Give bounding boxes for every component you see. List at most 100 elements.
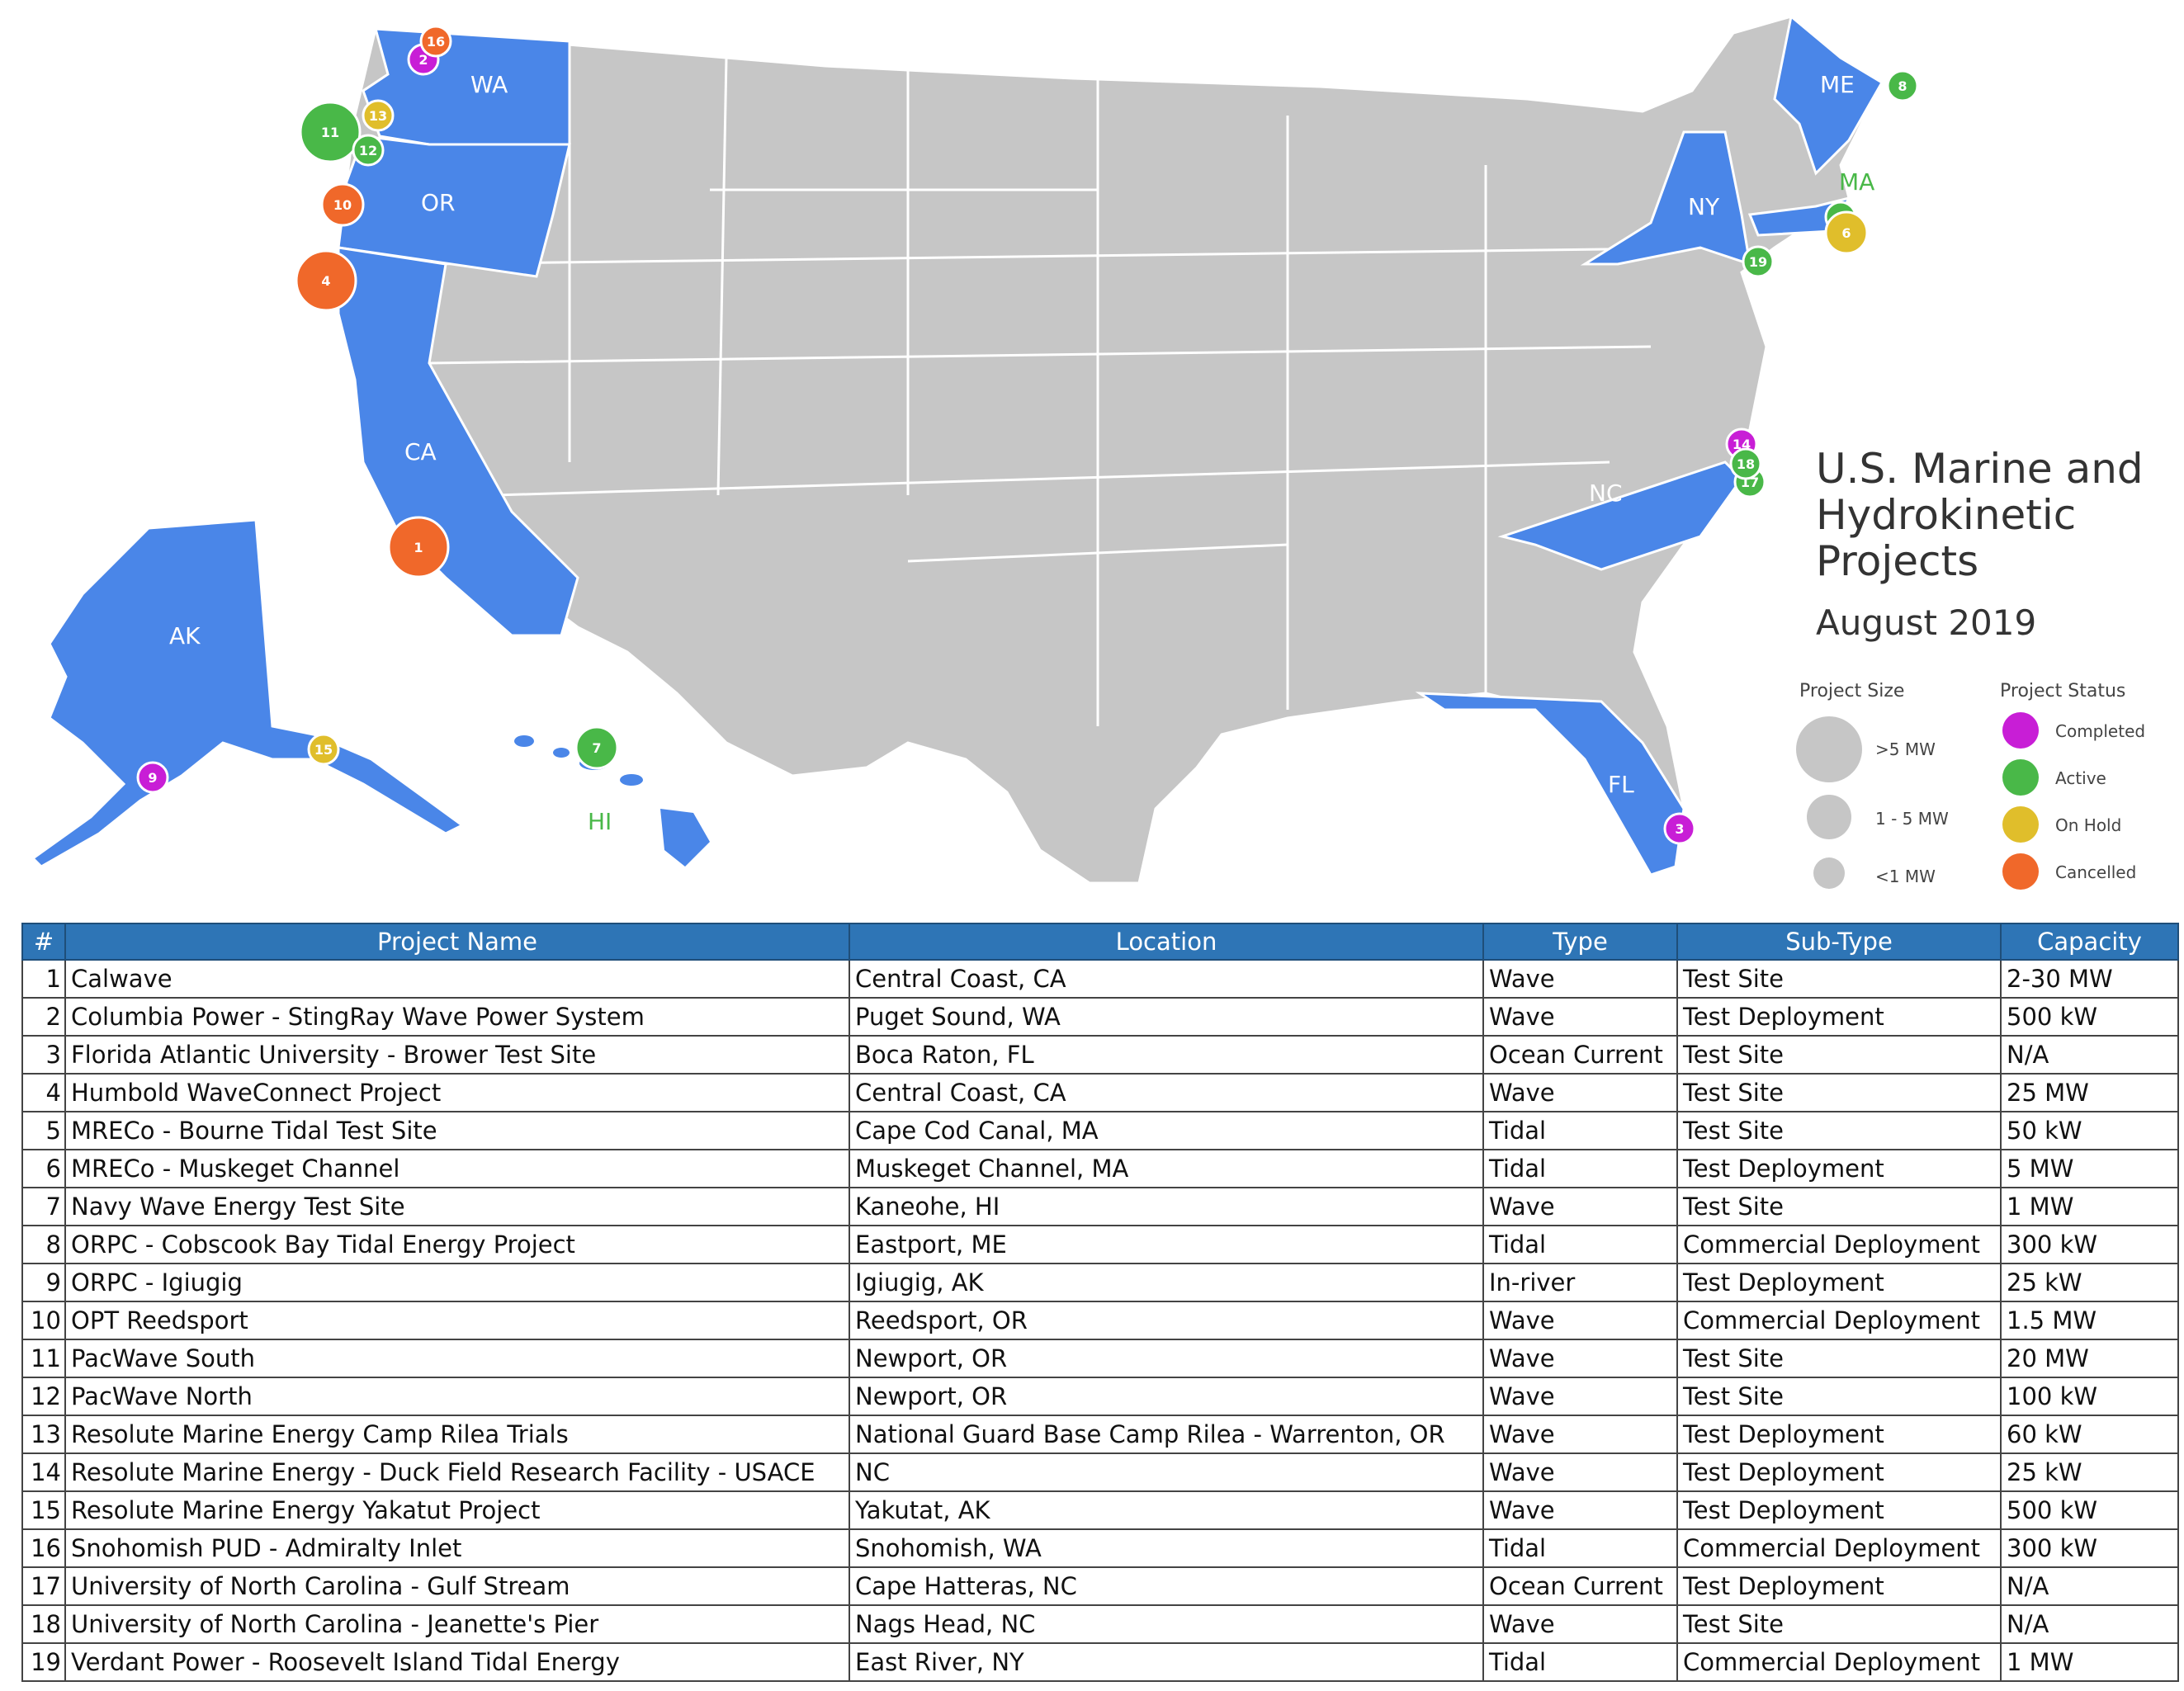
table-row: 7 Navy Wave Energy Test Site Kaneohe, HI Wa… — [21, 1187, 2179, 1226]
cell-sub-type: Test Deployment — [1676, 1490, 2002, 1530]
cell-type: Wave — [1482, 959, 1678, 999]
project-marker-circle — [387, 516, 450, 579]
cell-type: Wave — [1482, 1301, 1678, 1340]
state-ak — [31, 518, 465, 868]
cell-location: East River, NY — [849, 1642, 1484, 1682]
project-marker-number: 12 — [359, 143, 377, 158]
legend-status-label-onhold: On Hold — [2055, 815, 2122, 835]
cell-sub-type: Test Site — [1676, 1187, 2002, 1226]
project-marker: 6 — [1824, 210, 1869, 255]
cell-location: Boca Raton, FL — [849, 1035, 1484, 1075]
table-row: 6 MRECo - Muskeget Channel Muskeget Channe… — [21, 1149, 2179, 1188]
project-marker-circle — [574, 725, 619, 770]
project-marker: 4 — [295, 249, 357, 312]
cell-sub-type: Test Site — [1676, 1073, 2002, 1112]
project-marker: 11 — [299, 101, 362, 163]
cell-location: Yakutat, AK — [849, 1490, 1484, 1530]
cell-type: Wave — [1482, 997, 1678, 1037]
project-marker-number: 9 — [148, 770, 157, 786]
state-me — [1773, 14, 1884, 176]
legend-size-label-small: <1 MW — [1875, 867, 1936, 886]
title-line-2: Hydrokinetic — [1816, 491, 2077, 539]
cell-type: Wave — [1482, 1377, 1678, 1416]
project-marker-circle — [295, 249, 357, 312]
table-row: 14 Resolute Marine Energy - Duck Field Re… — [21, 1452, 2179, 1492]
table-row: 19 Verdant Power - Roosevelt Island Tidal… — [21, 1642, 2179, 1682]
table-row: 8 ORPC - Cobscook Bay Tidal Energy Projec… — [21, 1225, 2179, 1264]
cell-project-name: Resolute Marine Energy Yakatut Project — [64, 1490, 850, 1530]
cell-num: 1 — [21, 959, 66, 999]
cell-capacity: 1 MW — [2000, 1187, 2179, 1226]
header-capacity: Capacity — [2000, 923, 2179, 961]
legend-size-label-large: >5 MW — [1875, 739, 1936, 759]
project-marker: 7 — [574, 725, 619, 770]
cell-capacity: 500 kW — [2000, 997, 2179, 1037]
table-body: 1 Calwave Central Coast, CA Wave Test Site 2-… — [21, 959, 2179, 1682]
project-marker: 15 — [307, 733, 340, 766]
project-marker-number: 11 — [321, 125, 339, 140]
cell-num: 5 — [21, 1111, 66, 1150]
cell-num: 12 — [21, 1377, 66, 1416]
projects-table: # Project Name Location Type Sub-Type Ca… — [21, 923, 2179, 1682]
project-marker-circle — [299, 101, 362, 163]
label-me: ME — [1820, 71, 1855, 98]
label-ca: CA — [404, 438, 437, 465]
cell-project-name: ORPC - Igiugig — [64, 1263, 850, 1302]
cell-num: 11 — [21, 1339, 66, 1378]
cell-location: Igiugig, AK — [849, 1263, 1484, 1302]
cell-capacity: N/A — [2000, 1035, 2179, 1075]
cell-location: NC — [849, 1452, 1484, 1492]
cell-capacity: 5 MW — [2000, 1149, 2179, 1188]
project-marker-circle — [1729, 447, 1762, 480]
project-marker-circle — [419, 25, 452, 58]
cell-capacity: 300 kW — [2000, 1528, 2179, 1568]
header-project-name: Project Name — [64, 923, 850, 961]
project-marker: 1 — [387, 516, 450, 579]
legend-status-active — [2002, 759, 2039, 796]
projects-table-wrap: # Project Name Location Type Sub-Type Ca… — [21, 923, 2179, 1682]
table-row: 1 Calwave Central Coast, CA Wave Test Site 2-… — [21, 959, 2179, 999]
cell-sub-type: Test Site — [1676, 1377, 2002, 1416]
cell-sub-type: Test Site — [1676, 1111, 2002, 1150]
table-row: 13 Resolute Marine Energy Camp Rilea Tria… — [21, 1415, 2179, 1454]
table-row: 18 University of North Carolina - Jeanett… — [21, 1604, 2179, 1644]
cell-sub-type: Commercial Deployment — [1676, 1528, 2002, 1568]
cell-capacity: 25 kW — [2000, 1263, 2179, 1302]
label-ma: MA — [1839, 168, 1874, 196]
cell-location: Eastport, ME — [849, 1225, 1484, 1264]
legend-status-label-cancelled: Cancelled — [2055, 862, 2137, 882]
cell-sub-type: Test Site — [1676, 1604, 2002, 1644]
cell-project-name: OPT Reedsport — [64, 1301, 850, 1340]
cell-capacity: 25 kW — [2000, 1452, 2179, 1492]
cell-location: Nags Head, NC — [849, 1604, 1484, 1644]
project-marker-circle — [1824, 210, 1869, 255]
cell-location: Newport, OR — [849, 1339, 1484, 1378]
cell-num: 16 — [21, 1528, 66, 1568]
cell-project-name: Navy Wave Energy Test Site — [64, 1187, 850, 1226]
cell-num: 7 — [21, 1187, 66, 1226]
header-type: Type — [1482, 923, 1678, 961]
project-marker-number: 16 — [427, 34, 445, 50]
cell-num: 17 — [21, 1566, 66, 1606]
cell-project-name: PacWave North — [64, 1377, 850, 1416]
cell-type: Wave — [1482, 1073, 1678, 1112]
project-marker: 19 — [1742, 245, 1775, 278]
project-marker-number: 6 — [1841, 225, 1851, 241]
cell-project-name: Verdant Power - Roosevelt Island Tidal E… — [64, 1642, 850, 1682]
label-nc: NC — [1589, 479, 1623, 507]
cell-sub-type: Test Site — [1676, 1035, 2002, 1075]
cell-project-name: Snohomish PUD - Admiralty Inlet — [64, 1528, 850, 1568]
label-wa: WA — [470, 71, 508, 98]
legend-status-completed — [2002, 712, 2039, 749]
cell-project-name: PacWave South — [64, 1339, 850, 1378]
cell-type: Wave — [1482, 1452, 1678, 1492]
table-row: 16 Snohomish PUD - Admiralty Inlet Snohomi… — [21, 1528, 2179, 1568]
state-fl — [1415, 692, 1685, 876]
cell-project-name: Florida Atlantic University - Brower Tes… — [64, 1035, 850, 1075]
cell-capacity: 20 MW — [2000, 1339, 2179, 1378]
state-nc — [1497, 461, 1743, 571]
cell-project-name: ORPC - Cobscook Bay Tidal Energy Project — [64, 1225, 850, 1264]
cell-sub-type: Commercial Deployment — [1676, 1642, 2002, 1682]
cell-location: Reedsport, OR — [849, 1301, 1484, 1340]
project-marker-circle — [307, 733, 340, 766]
